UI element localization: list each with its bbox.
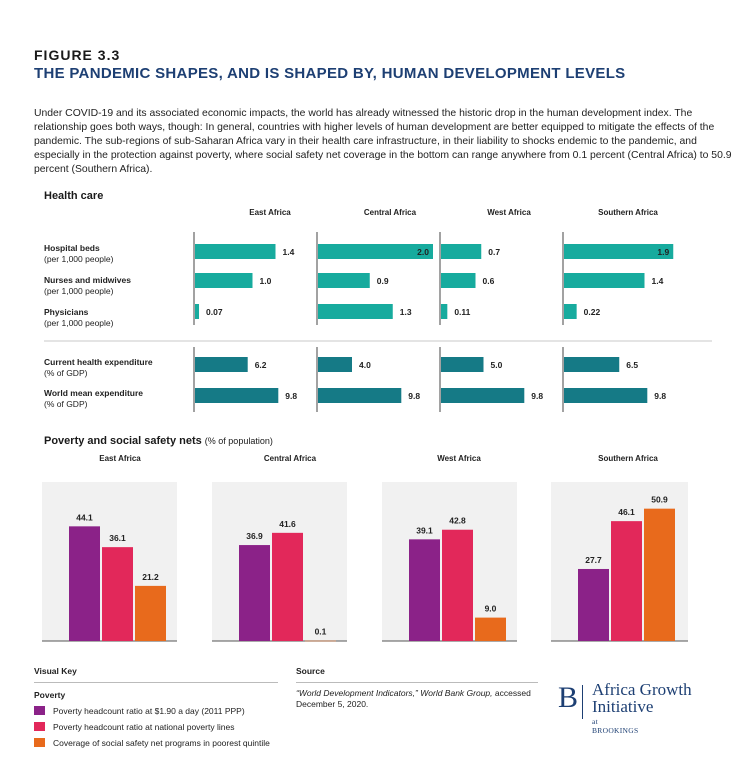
- poverty-bar-s3-east-africa-label: 21.2: [142, 572, 159, 582]
- poverty-bar-s1-west-africa-label: 39.1: [416, 525, 433, 535]
- health-bar-physicians-west-africa-label: 0.11: [454, 307, 470, 317]
- logo-sub: at BROOKINGS: [592, 717, 639, 735]
- poverty-bar-s1-southern-africa-label: 27.7: [585, 555, 602, 565]
- visual-key-title: Visual Key: [34, 666, 77, 676]
- health-bar-hospital-beds-east-africa: [195, 244, 276, 259]
- figure-title: THE PANDEMIC SHAPES, AND IS SHAPED BY, H…: [34, 65, 626, 82]
- row-label-world-mean: World mean expenditure (% of GDP): [44, 388, 144, 409]
- poverty-bar-s2-east-africa-label: 36.1: [109, 533, 126, 543]
- health-panel-west: West Africa: [487, 208, 531, 217]
- health-bar-current-health-expenditure-southern-africa-label: 6.5: [626, 360, 638, 370]
- health-bar-world-mean-expenditure-east-africa-label: 9.8: [285, 391, 297, 401]
- key-swatch-purple: [34, 706, 45, 715]
- poverty-bar-s3-east-africa: [135, 585, 166, 641]
- health-bar-physicians-southern-africa-label: 0.22: [584, 307, 601, 317]
- poverty-bar-s2-west-africa: [442, 529, 473, 641]
- poverty-bar-s3-central-africa-label: 0.1: [315, 627, 327, 637]
- health-bar-world-mean-expenditure-southern-africa: [564, 388, 648, 403]
- poverty-bar-s2-southern-africa: [611, 521, 642, 641]
- key-item-190: Poverty headcount ratio at $1.90 a day (…: [34, 706, 245, 716]
- poverty-bar-s2-southern-africa-label: 46.1: [618, 507, 635, 517]
- poverty-bar-s2-east-africa: [102, 547, 133, 641]
- row-label-current-expenditure: Current health expenditure (% of GDP): [44, 357, 153, 378]
- intro-paragraph: Under COVID-19 and its associated econom…: [34, 108, 732, 175]
- visual-key-divider: [34, 682, 278, 683]
- health-section-title: Health care: [44, 190, 104, 202]
- poverty-bar-s1-southern-africa: [578, 568, 609, 641]
- health-bar-world-mean-expenditure-central-africa-label: 9.8: [408, 391, 420, 401]
- health-bar-world-mean-expenditure-east-africa: [195, 388, 279, 403]
- row-label-hospital-beds: Hospital beds (per 1,000 people): [44, 243, 114, 264]
- health-bar-current-health-expenditure-central-africa-label: 4.0: [359, 360, 371, 370]
- health-panel-central: Central Africa: [363, 208, 417, 217]
- source-title: Source: [296, 666, 325, 676]
- health-bar-nurses-and-midwives-west-africa: [441, 273, 476, 288]
- health-bar-nurses-and-midwives-southern-africa-label: 1.4: [652, 276, 664, 286]
- poverty-key-title: Poverty: [34, 690, 66, 700]
- poverty-bar-s3-southern-africa: [644, 508, 675, 641]
- health-bar-nurses-and-midwives-central-africa-label: 0.9: [377, 276, 389, 286]
- logo-divider: [582, 685, 583, 719]
- health-bar-current-health-expenditure-southern-africa: [564, 357, 620, 372]
- poverty-bar-s1-central-africa-label: 36.9: [246, 531, 263, 541]
- health-bar-nurses-and-midwives-southern-africa: [564, 273, 645, 288]
- health-bar-hospital-beds-east-africa-label: 1.4: [283, 247, 295, 257]
- source-divider: [296, 682, 538, 683]
- health-bar-current-health-expenditure-east-africa: [195, 357, 248, 372]
- health-bar-current-health-expenditure-east-africa-label: 6.2: [255, 360, 267, 370]
- key-swatch-pink: [34, 722, 45, 731]
- health-bar-physicians-central-africa-label: 1.3: [400, 307, 412, 317]
- health-bar-world-mean-expenditure-southern-africa-label: 9.8: [654, 391, 666, 401]
- poverty-panel-east: East Africa: [99, 454, 141, 463]
- health-bar-current-health-expenditure-west-africa: [441, 357, 484, 372]
- source-text: “World Development Indicators,” World Ba…: [296, 688, 531, 709]
- poverty-bar-s3-west-africa-label: 9.0: [485, 604, 497, 614]
- key-item-safety-net: Coverage of social safety net programs i…: [34, 738, 270, 748]
- poverty-panel-central: Central Africa: [263, 454, 317, 463]
- poverty-bar-s3-central-africa: [305, 640, 336, 642]
- health-bar-nurses-and-midwives-west-africa-label: 0.6: [483, 276, 495, 286]
- row-label-physicians: Physicians (per 1,000 people): [44, 307, 114, 328]
- key-swatch-orange: [34, 738, 45, 747]
- health-bar-hospital-beds-southern-africa: [564, 244, 674, 259]
- health-bar-physicians-central-africa: [318, 304, 393, 319]
- poverty-bar-s1-east-africa: [69, 526, 100, 641]
- poverty-bar-s1-central-africa: [239, 545, 270, 641]
- poverty-bar-s1-east-africa-label: 44.1: [76, 512, 93, 522]
- health-bar-physicians-east-africa-label: 0.07: [206, 307, 223, 317]
- poverty-panel-southern: Southern Africa: [598, 454, 658, 463]
- health-bar-current-health-expenditure-west-africa-label: 5.0: [491, 360, 503, 370]
- health-bar-world-mean-expenditure-west-africa-label: 9.8: [531, 391, 543, 401]
- poverty-section-title: Poverty and social safety nets (% of pop…: [44, 435, 273, 447]
- health-bar-hospital-beds-central-africa-label: 2.0: [417, 247, 429, 257]
- logo-mark: B: [558, 681, 579, 714]
- health-bar-hospital-beds-central-africa: [318, 244, 433, 259]
- row-label-nurses: Nurses and midwives (per 1,000 people): [44, 275, 131, 296]
- poverty-bar-s2-central-africa: [272, 532, 303, 641]
- health-bar-hospital-beds-west-africa: [441, 244, 482, 259]
- health-bar-world-mean-expenditure-central-africa: [318, 388, 402, 403]
- poverty-bar-s3-southern-africa-label: 50.9: [651, 495, 668, 505]
- figure-label: FIGURE 3.3: [34, 47, 121, 63]
- health-bar-current-health-expenditure-central-africa: [318, 357, 352, 372]
- poverty-bar-s1-west-africa: [409, 539, 440, 641]
- health-panel-southern: Southern Africa: [598, 208, 658, 217]
- health-panel-east: East Africa: [249, 208, 291, 217]
- poverty-panel-west: West Africa: [437, 454, 481, 463]
- health-bar-nurses-and-midwives-east-africa-label: 1.0: [260, 276, 272, 286]
- health-bar-physicians-southern-africa: [564, 304, 577, 319]
- logo-name: Africa Growth Initiative: [592, 680, 692, 716]
- health-bar-nurses-and-midwives-east-africa: [195, 273, 253, 288]
- key-item-national: Poverty headcount ratio at national pove…: [34, 722, 234, 732]
- health-bar-hospital-beds-southern-africa-label: 1.9: [657, 247, 669, 257]
- poverty-bar-s2-west-africa-label: 42.8: [449, 516, 466, 526]
- health-bar-hospital-beds-west-africa-label: 0.7: [488, 247, 500, 257]
- poverty-bar-s3-west-africa: [475, 617, 506, 641]
- health-bar-world-mean-expenditure-west-africa: [441, 388, 525, 403]
- health-bar-nurses-and-midwives-central-africa: [318, 273, 370, 288]
- health-bar-physicians-east-africa: [195, 304, 200, 319]
- poverty-bar-s2-central-africa-label: 41.6: [279, 519, 296, 529]
- health-bar-physicians-west-africa: [441, 304, 448, 319]
